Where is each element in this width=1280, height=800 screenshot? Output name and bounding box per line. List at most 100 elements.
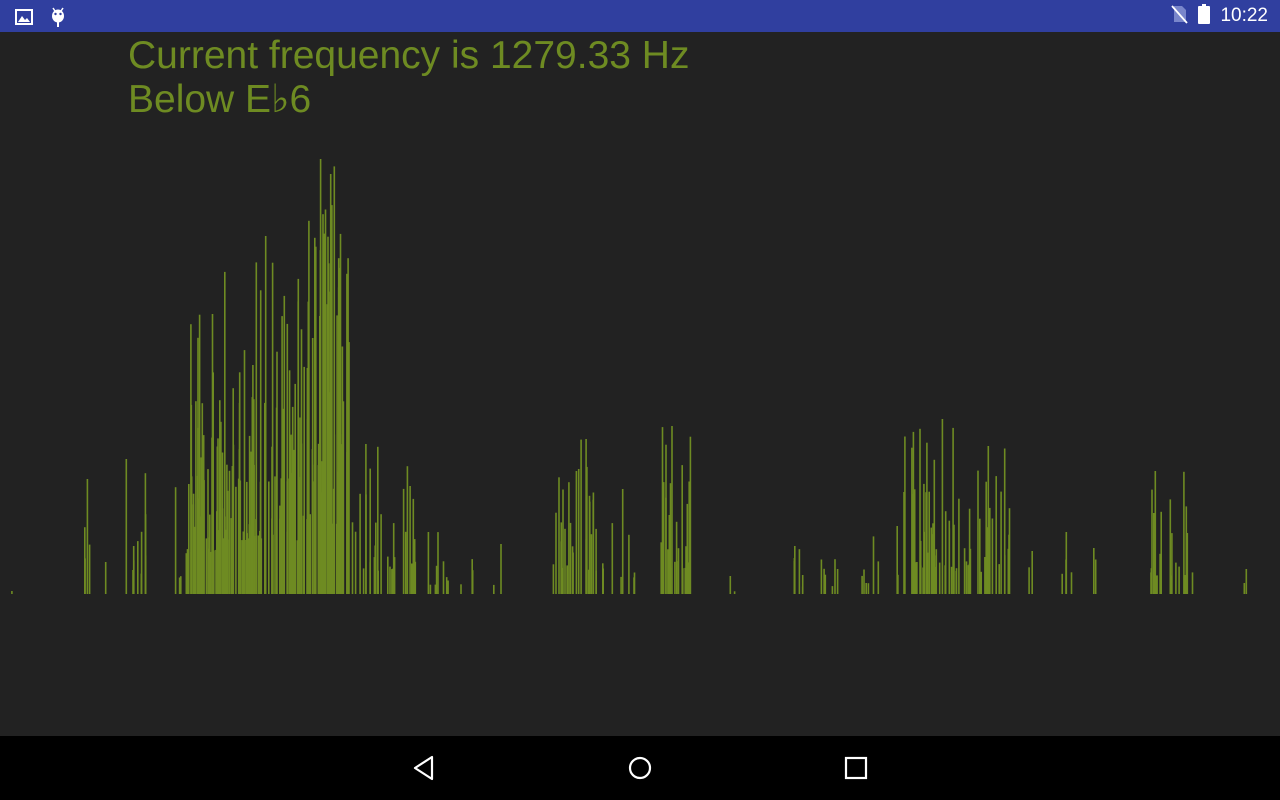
spectrum-bar — [307, 301, 310, 594]
spectrum-bar — [968, 508, 971, 594]
spectrum-bar — [555, 512, 557, 594]
spectrum-bar — [793, 560, 796, 594]
spectrum-bar — [237, 478, 240, 594]
spectrum-bar — [688, 481, 690, 594]
spectrum-bar — [362, 568, 365, 594]
spectrum-bar — [989, 507, 991, 594]
spectrum-bar — [1094, 559, 1097, 594]
spectrum-bar — [248, 435, 251, 594]
spectrum-bar — [322, 214, 324, 594]
spectrum-bar — [1155, 575, 1157, 594]
spectrum-bar — [572, 552, 574, 594]
spectrum-bar — [348, 342, 350, 594]
spectrum-bar — [671, 426, 673, 594]
spectrum-bar — [377, 446, 379, 594]
image-notification-icon — [14, 7, 34, 32]
spectrum-bar — [595, 570, 597, 594]
spectrum-bar — [590, 534, 593, 594]
spectrum-bar — [412, 498, 415, 594]
spectrum-bar — [271, 262, 274, 594]
no-sim-icon — [1170, 4, 1189, 29]
spectrum-bar — [276, 351, 278, 594]
spectrum-bar — [1170, 575, 1173, 594]
spectrum-bar — [290, 538, 293, 594]
back-icon — [413, 755, 434, 781]
spectrum-bar — [202, 435, 205, 594]
spectrum-bar — [460, 584, 462, 594]
spectrum-bar — [1171, 533, 1173, 594]
spectrum-bar — [967, 565, 969, 594]
spectrum-bar — [178, 577, 181, 594]
spectrum-bar — [493, 584, 495, 594]
spectrum-bar — [333, 166, 336, 594]
spectrum-bar — [216, 446, 219, 594]
spectrum-bar — [255, 537, 257, 594]
spectrum-bar — [251, 397, 254, 594]
spectrum-bar — [190, 476, 193, 594]
spectrum-bar — [872, 536, 875, 594]
spectrum-bar — [223, 538, 225, 594]
spectrum-bar — [337, 258, 340, 594]
spectrum-bar — [1070, 572, 1073, 594]
spectrum-bar — [201, 550, 203, 594]
spectrum-bar — [980, 571, 982, 594]
home-button[interactable] — [620, 748, 660, 788]
spectrum-bar — [592, 499, 594, 594]
spectrum-bar — [938, 562, 941, 594]
spectrum-bar — [248, 538, 251, 594]
spectrum-bar — [831, 586, 834, 594]
spectrum-bar — [798, 549, 801, 594]
spectrum-bar — [1008, 508, 1011, 594]
spectrum-bar — [402, 488, 405, 594]
spectrum-bar — [324, 209, 327, 594]
spectrum-bar — [668, 515, 671, 594]
spectrum-bar — [865, 583, 867, 594]
spectrum-bar — [1004, 555, 1006, 594]
spectrum-bar — [198, 314, 201, 594]
spectrum-bar — [347, 258, 349, 594]
spectrum-bar — [286, 481, 288, 594]
spectrum-bar — [306, 519, 308, 594]
spectrum-bar — [569, 522, 572, 594]
spectrum-bar — [11, 591, 13, 594]
spectrum-bar — [588, 495, 591, 594]
spectrum-bar — [823, 568, 825, 594]
spectrum-bar — [930, 527, 933, 594]
spectrum-bar — [867, 583, 870, 594]
spectrum-bar — [319, 316, 321, 594]
spectrum-bar — [965, 561, 968, 594]
spectrum-bar — [941, 419, 944, 594]
spectrum-bar — [1156, 575, 1158, 594]
spectrum-bar — [568, 482, 570, 594]
spectrum-bar — [580, 439, 582, 594]
spectrum-bar — [621, 489, 624, 594]
spectrum-bar — [1153, 513, 1155, 594]
spectrum-bar — [242, 531, 245, 594]
spectrum-bar — [323, 233, 326, 594]
back-button[interactable] — [404, 748, 444, 788]
spectrum-bar — [290, 472, 293, 594]
spectrum-bar — [140, 531, 143, 594]
spectrum-bar — [560, 541, 562, 594]
spectrum-bar — [934, 566, 936, 594]
spectrum-bar — [212, 372, 214, 594]
spectrum-bar — [952, 427, 954, 594]
spectrum-bar — [259, 290, 262, 594]
recents-button[interactable] — [836, 748, 876, 788]
spectrum-bar — [1000, 491, 1002, 594]
spectrum-bar — [661, 427, 664, 594]
spectrum-bar — [346, 273, 348, 594]
spectrum-bar — [1185, 506, 1188, 594]
spectrum-bar — [912, 431, 915, 594]
spectrum-bar — [587, 569, 590, 594]
spectrum-bar — [235, 486, 237, 594]
spectrum-bar — [231, 466, 234, 594]
spectrum-bar — [392, 571, 394, 594]
spectrum-bar — [315, 246, 317, 594]
android-debug-icon — [48, 6, 68, 33]
spectrum-bar — [264, 236, 267, 594]
spectrum-bar — [979, 518, 981, 594]
spectrum-bar — [230, 532, 233, 594]
spectrum-bar — [404, 531, 407, 594]
home-icon — [628, 756, 652, 780]
